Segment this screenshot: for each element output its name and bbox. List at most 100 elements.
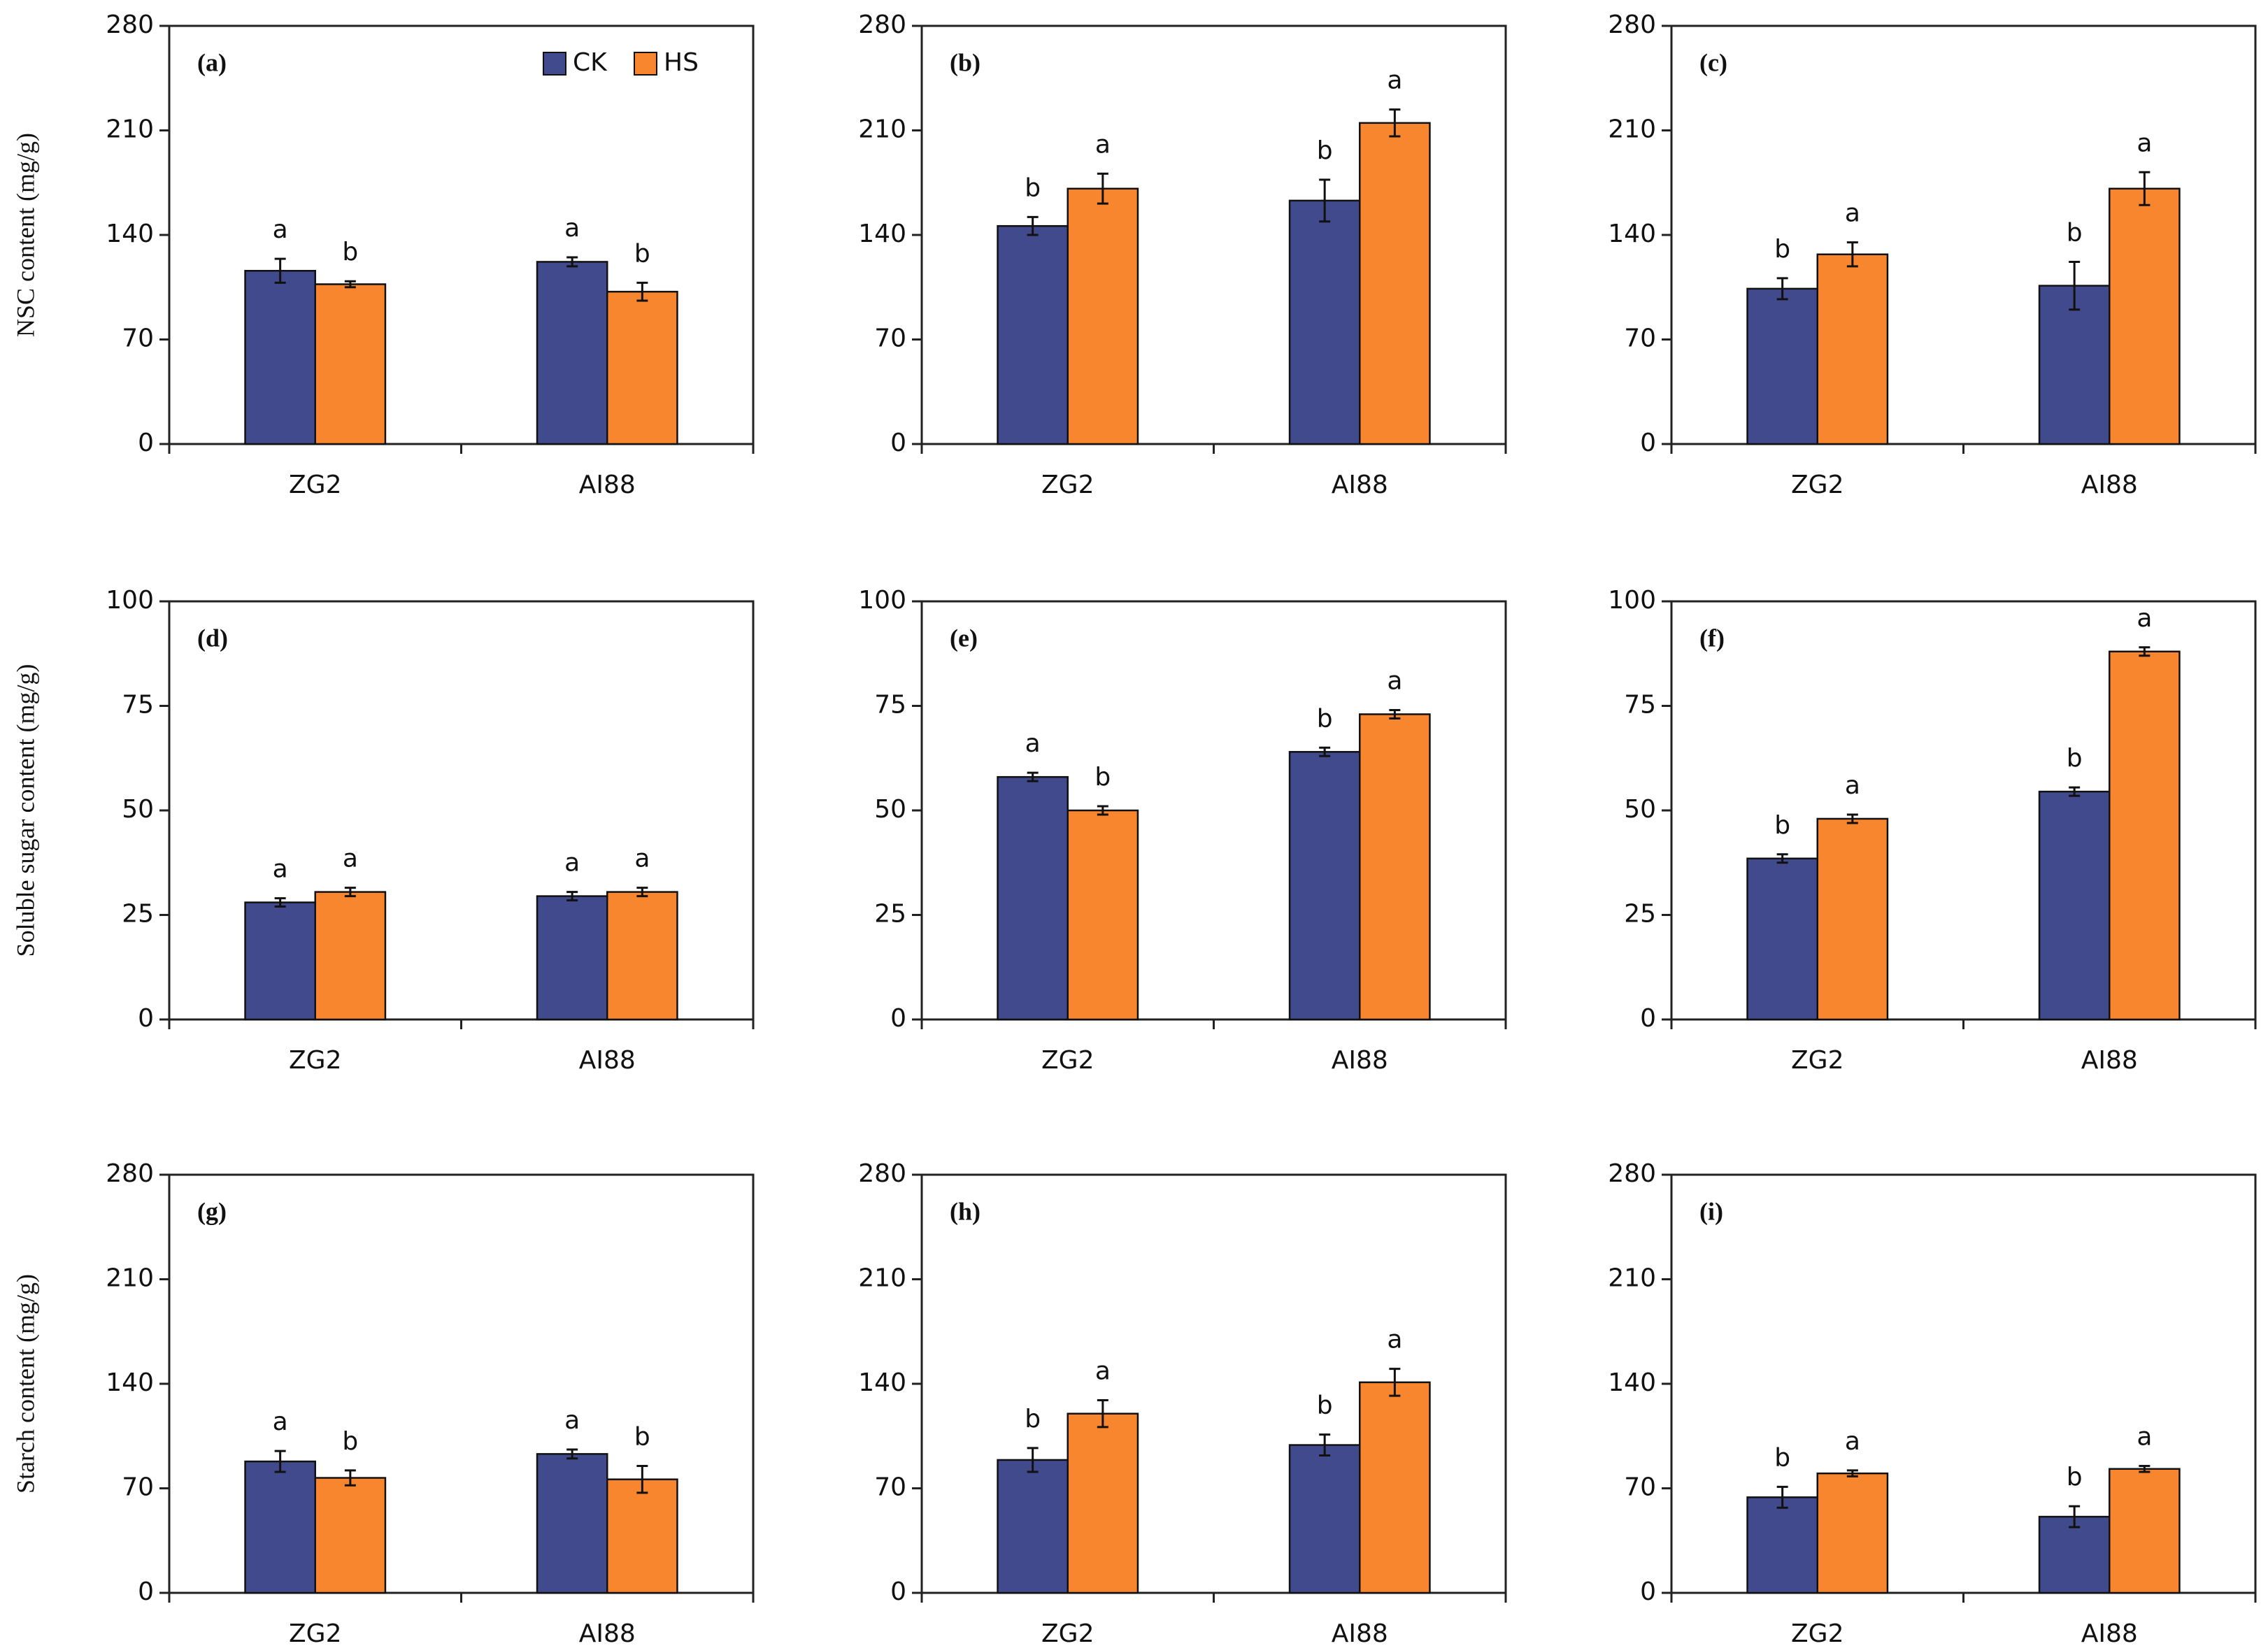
y-axis-label: Starch content (mg/g) — [11, 1274, 39, 1494]
significance-letter: a — [1025, 729, 1041, 758]
bar — [1067, 1412, 1139, 1594]
y-tick-label: 280 — [1608, 10, 1656, 39]
y-tick-label: 70 — [1624, 1473, 1656, 1502]
y-tick-label: 280 — [106, 10, 154, 39]
significance-letter: a — [564, 214, 580, 243]
bar — [606, 290, 678, 445]
significance-letter: a — [1845, 199, 1860, 228]
y-tick-label: 210 — [858, 1264, 906, 1293]
bar — [314, 891, 387, 1021]
y-tick-label: 140 — [106, 220, 154, 248]
y-tick-label: 50 — [122, 795, 154, 824]
y-tick-label: 0 — [890, 1004, 906, 1033]
x-tick-label: AI88 — [579, 1046, 636, 1075]
bar — [2109, 187, 2181, 445]
significance-letter: b — [1025, 173, 1041, 202]
x-tick-label: AI88 — [1332, 471, 1388, 499]
y-tick-label: 100 — [858, 586, 906, 615]
bar — [1288, 1444, 1361, 1594]
significance-letter: a — [2137, 1422, 2152, 1451]
y-tick-label: 70 — [874, 1473, 906, 1502]
bar — [606, 1478, 678, 1594]
x-tick-label: ZG2 — [1041, 1046, 1094, 1075]
panel-label: (e) — [950, 624, 978, 652]
significance-letter: a — [2137, 129, 2152, 157]
y-axis-label: Soluble sugar content (mg/g) — [11, 664, 39, 957]
bar — [2038, 1515, 2111, 1594]
significance-letter: b — [2067, 744, 2083, 773]
x-tick-label: AI88 — [2081, 1619, 2138, 1646]
panel-label: (a) — [197, 48, 227, 76]
x-tick-label: ZG2 — [289, 1619, 341, 1646]
x-tick-label: AI88 — [2081, 1046, 2138, 1075]
y-tick-label: 0 — [138, 1577, 154, 1606]
significance-letter: a — [1095, 130, 1111, 159]
y-tick-label: 25 — [122, 900, 154, 929]
panel-label: (d) — [197, 624, 228, 652]
x-tick-label: ZG2 — [1791, 471, 1843, 499]
bar — [1816, 817, 1889, 1021]
x-tick-label: AI88 — [2081, 471, 2138, 499]
bar — [536, 895, 608, 1021]
bar — [1746, 857, 1819, 1021]
significance-letter: b — [1774, 1443, 1790, 1472]
significance-letter: a — [273, 215, 288, 244]
x-tick-label: AI88 — [579, 471, 636, 499]
y-tick-label: 210 — [1608, 1264, 1656, 1293]
legend-label: CK — [573, 48, 608, 77]
bar — [1359, 1381, 1431, 1594]
x-tick-label: AI88 — [1332, 1046, 1388, 1075]
bar — [606, 891, 678, 1021]
significance-letter: a — [1845, 1427, 1860, 1456]
x-tick-label: ZG2 — [1041, 471, 1094, 499]
bar — [2109, 1468, 2181, 1594]
legend-swatch — [634, 52, 657, 76]
bar — [1816, 1472, 1889, 1594]
y-tick-label: 75 — [1624, 691, 1656, 720]
y-tick-label: 75 — [874, 691, 906, 720]
y-tick-label: 0 — [1640, 1577, 1656, 1606]
significance-letter: a — [1387, 666, 1402, 695]
bar — [1288, 199, 1361, 445]
y-tick-label: 70 — [874, 324, 906, 353]
bar — [244, 270, 316, 445]
y-tick-label: 280 — [858, 1159, 906, 1188]
y-tick-label: 140 — [106, 1368, 154, 1397]
legend-label: HS — [664, 48, 699, 77]
x-tick-label: ZG2 — [1041, 1619, 1094, 1646]
y-tick-label: 50 — [1624, 795, 1656, 824]
bar — [314, 1477, 387, 1594]
y-tick-label: 280 — [106, 1159, 154, 1188]
significance-letter: a — [1387, 66, 1402, 95]
bar — [1746, 1496, 1819, 1594]
significance-letter: b — [634, 1422, 650, 1451]
significance-letter: b — [1094, 763, 1111, 792]
legend-swatch — [543, 52, 566, 76]
bar — [1288, 751, 1361, 1021]
significance-letter: b — [1774, 811, 1790, 840]
y-axis-label: NSC content (mg/g) — [11, 133, 39, 337]
panel-label: (b) — [950, 48, 980, 76]
y-tick-label: 210 — [106, 115, 154, 144]
significance-letter: b — [1774, 235, 1790, 264]
y-tick-label: 0 — [1640, 1004, 1656, 1033]
significance-letter: b — [1317, 1391, 1333, 1420]
y-tick-label: 50 — [874, 795, 906, 824]
bar — [1746, 287, 1819, 445]
significance-letter: a — [273, 1408, 288, 1436]
bar — [2109, 650, 2181, 1021]
significance-letter: a — [564, 849, 580, 878]
bar — [1359, 713, 1431, 1021]
panel-label: (c) — [1699, 48, 1727, 76]
significance-letter: b — [634, 239, 650, 268]
y-tick-label: 210 — [858, 115, 906, 144]
y-tick-label: 210 — [106, 1264, 154, 1293]
bar — [244, 901, 316, 1021]
y-tick-label: 140 — [1608, 220, 1656, 248]
x-tick-label: ZG2 — [1791, 1046, 1843, 1075]
y-tick-label: 140 — [858, 220, 906, 248]
significance-letter: a — [1387, 1326, 1402, 1354]
panel-label: (h) — [950, 1197, 980, 1225]
bar — [1067, 809, 1139, 1021]
